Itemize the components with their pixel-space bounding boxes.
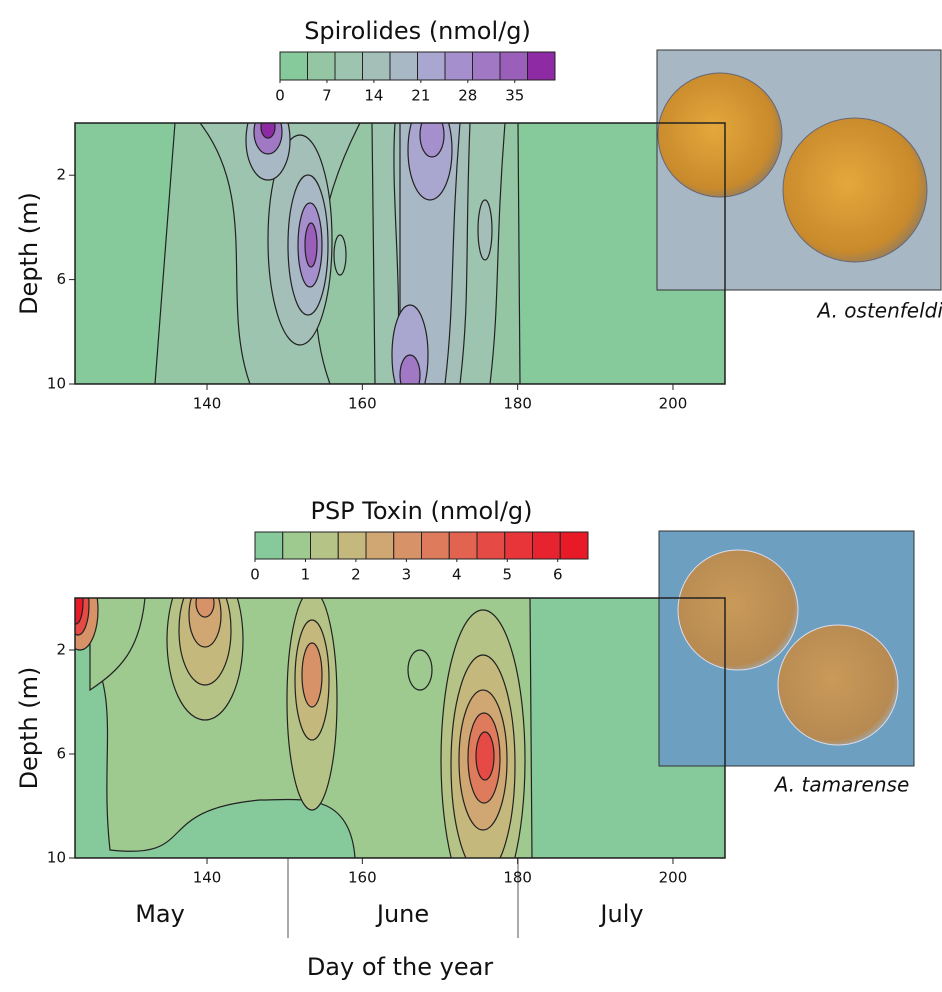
colorbar-tick-label: 21 [411, 87, 430, 105]
colorbar-segment [310, 531, 339, 560]
colorbar-segment [337, 531, 367, 560]
colorbar-segment [279, 51, 308, 81]
x-tick-label: 200 [659, 869, 688, 887]
colorbar-tick-label: 35 [505, 87, 524, 105]
colorbar-segment [393, 531, 422, 560]
y-tick-label: 2 [56, 641, 66, 659]
colorbar-tick-label: 28 [458, 87, 477, 105]
plot-frame [74, 597, 726, 859]
x-axis-label: Day of the year [307, 953, 493, 981]
colorbar-segment [476, 531, 506, 560]
x-tick-label: 200 [659, 395, 688, 413]
y-axis-label: Depth (m) [15, 667, 43, 790]
colorbar-segment [499, 51, 528, 81]
colorbar-tick-label: 4 [452, 566, 462, 584]
y-tick-label: 10 [47, 375, 66, 393]
colorbar-segment [365, 531, 395, 560]
colorbar-segment [254, 531, 284, 560]
month-label: July [598, 900, 643, 928]
photo-caption: A. ostenfeldii [816, 299, 942, 323]
colorbar-segment [362, 51, 391, 81]
x-tick-label: 140 [193, 869, 222, 887]
colorbar-title: PSP Toxin (nmol/g) [310, 497, 532, 525]
colorbar-title: Spirolides (nmol/g) [304, 17, 531, 45]
contour-field [75, 123, 725, 384]
colorbar-segment [527, 51, 556, 81]
colorbar-segment [472, 51, 501, 81]
contour-field [75, 598, 725, 858]
colorbar-segment [532, 531, 561, 560]
colorbar-tick-label: 0 [250, 566, 260, 584]
colorbar-segment [282, 531, 311, 560]
colorbar-tick-label: 2 [351, 566, 361, 584]
y-tick-label: 6 [56, 270, 66, 288]
colorbar-segment [389, 51, 418, 81]
colorbar-tick-label: 0 [275, 87, 285, 105]
photo-caption: A. tamarense [773, 773, 910, 797]
x-tick-label: 140 [193, 395, 222, 413]
photo [658, 530, 915, 767]
y-tick-label: 6 [56, 745, 66, 763]
colorbar-segment [417, 51, 446, 81]
x-tick-label: 180 [503, 395, 532, 413]
y-tick-label: 10 [47, 849, 66, 867]
photo [656, 49, 942, 291]
colorbar-tick-label: 1 [301, 566, 311, 584]
month-label: May [135, 900, 185, 928]
colorbar-segment [444, 51, 473, 81]
colorbar-segment [307, 51, 336, 81]
colorbar-segment [504, 531, 533, 560]
x-tick-label: 160 [348, 395, 377, 413]
colorbar-segment [334, 51, 363, 81]
colorbar-segment [421, 531, 450, 560]
colorbar-tick-label: 14 [364, 87, 383, 105]
plot-frame [74, 122, 726, 385]
x-tick-label: 180 [503, 869, 532, 887]
colorbar-tick-label: 3 [402, 566, 412, 584]
colorbar-tick-label: 5 [502, 566, 512, 584]
x-tick-label: 160 [348, 869, 377, 887]
y-tick-label: 2 [56, 166, 66, 184]
colorbar-segment [448, 531, 478, 560]
month-label: June [375, 900, 429, 928]
colorbar-tick-label: 7 [322, 87, 332, 105]
colorbar-tick-label: 6 [553, 566, 563, 584]
y-axis-label: Depth (m) [15, 192, 43, 315]
colorbar-segment [559, 531, 589, 560]
